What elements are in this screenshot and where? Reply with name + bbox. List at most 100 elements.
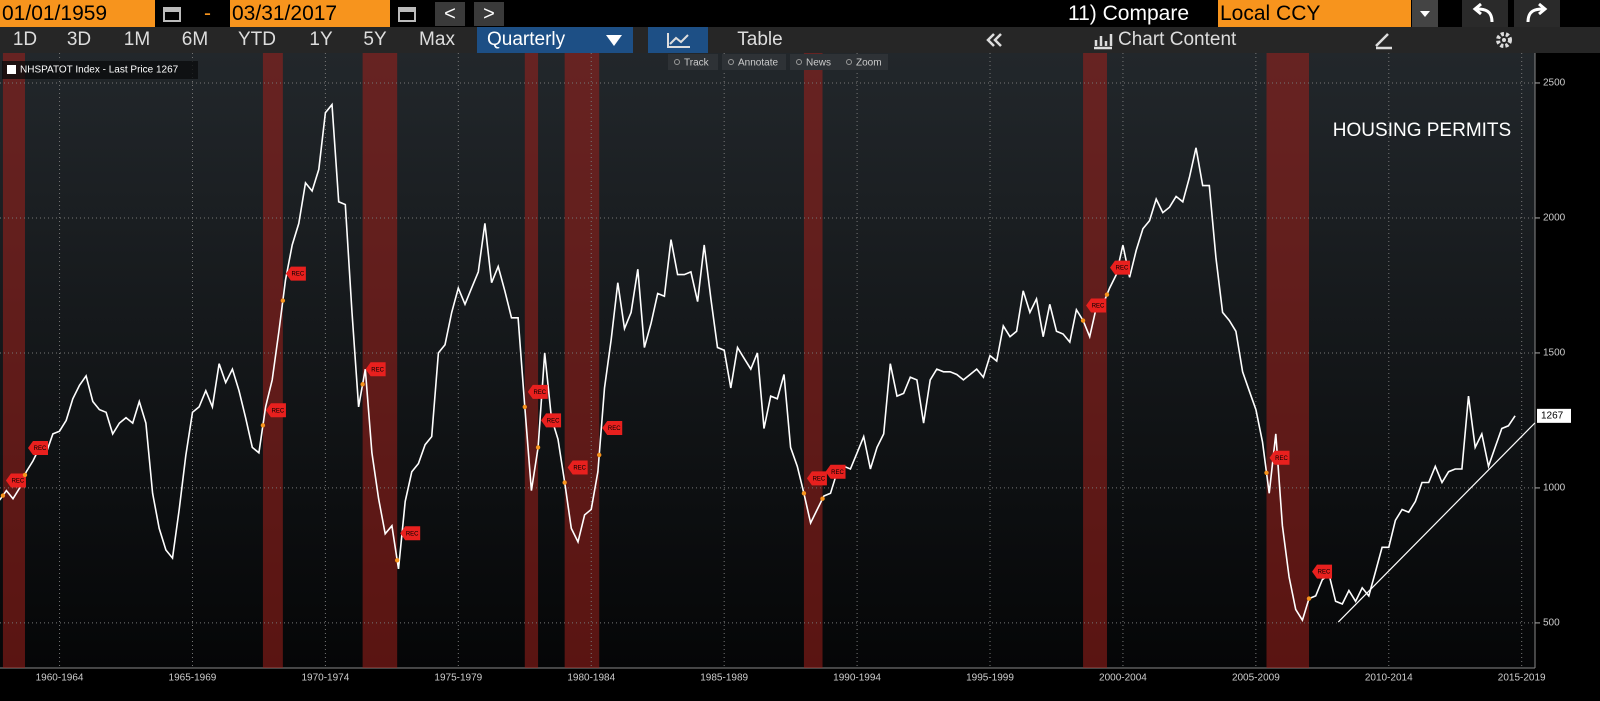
settings-icon[interactable] <box>1493 30 1515 50</box>
rec-tag-label: REC <box>547 419 560 425</box>
tool-icon <box>728 59 734 65</box>
y-tick-label: 2500 <box>1543 78 1566 89</box>
rec-tag-shape <box>1312 564 1333 579</box>
recession-point <box>394 558 400 563</box>
recession-band <box>524 53 539 668</box>
rec-tag: REC <box>806 471 827 486</box>
dropdown-arrow[interactable] <box>1412 0 1438 27</box>
rec-tag-label: REC <box>12 479 25 485</box>
collapse-icon[interactable] <box>980 27 1008 53</box>
rec-tag: REC <box>265 403 286 418</box>
rec-tag-shape <box>285 266 306 281</box>
rec-tag: REC <box>527 384 548 399</box>
edit-icon[interactable] <box>1372 30 1396 50</box>
rec-tag-label: REC <box>292 272 305 278</box>
period-tab[interactable]: 1M <box>123 29 151 50</box>
undo-redo[interactable] <box>1462 0 1562 27</box>
legend-swatch <box>7 65 16 74</box>
x-tick-label: 2015-2019 <box>1498 673 1546 684</box>
recession-point <box>562 480 567 485</box>
tool-label[interactable]: News <box>806 58 831 69</box>
tool-icon <box>796 59 802 65</box>
tool-label[interactable]: Track <box>684 58 710 69</box>
annotation: HOUSING PERMITS <box>1333 120 1511 141</box>
start-date[interactable]: 01/01/1959 <box>0 0 155 27</box>
recession-point <box>1080 318 1086 323</box>
tool-label[interactable]: Annotate <box>738 58 778 69</box>
rec-tag: REC <box>285 266 306 281</box>
currency-select[interactable]: Local CCY <box>1218 0 1411 27</box>
chart-content-icon <box>1094 34 1113 50</box>
period-tab[interactable]: 6M <box>181 29 209 50</box>
price-line <box>0 102 1516 623</box>
frequency-select[interactable]: Quarterly <box>477 27 633 53</box>
chart-view-button[interactable] <box>648 27 708 53</box>
rec-tag: REC <box>1086 298 1107 313</box>
y-tick-label: 1500 <box>1543 348 1566 359</box>
recession-point <box>1306 596 1312 601</box>
calendar-icon[interactable] <box>395 3 419 24</box>
last-price-label: 1267 <box>1541 410 1564 421</box>
rec-tag: REC <box>1312 564 1333 579</box>
rec-tag: REC <box>27 440 48 455</box>
trend-line <box>1337 422 1536 623</box>
compare-button[interactable]: 11) Compare <box>1068 2 1189 25</box>
rec-tag-label: REC <box>1318 570 1331 576</box>
x-tick-label: 2010-2014 <box>1365 673 1413 684</box>
rec-tag: REC <box>1109 260 1130 275</box>
x-tick-label: 1995-1999 <box>966 673 1014 684</box>
x-tick-label: 1965-1969 <box>169 673 217 684</box>
tool-button[interactable] <box>840 54 888 70</box>
period-tab[interactable]: 1D <box>12 29 38 50</box>
frequency-arrow <box>606 35 622 46</box>
rec-tag-label: REC <box>34 446 47 452</box>
rec-tag-shape <box>265 403 286 418</box>
recession-point <box>820 496 825 501</box>
rec-tag-label: REC <box>831 470 844 476</box>
period-tab[interactable]: YTD <box>238 29 276 50</box>
tool-button[interactable] <box>668 54 718 70</box>
y-tick-label: 2000 <box>1543 213 1566 224</box>
recession-band <box>803 53 823 668</box>
recession-point <box>22 472 28 478</box>
period-tab[interactable]: 1Y <box>309 29 333 50</box>
date-separator: - <box>204 2 211 25</box>
y-tick-label: 1000 <box>1543 483 1566 494</box>
tool-icon <box>674 59 680 65</box>
prev-button[interactable]: < <box>435 2 465 26</box>
recession-point <box>1104 292 1110 297</box>
x-tick-label: 1960-1964 <box>36 673 84 684</box>
last-price-box <box>1537 408 1571 423</box>
rec-tag: REC <box>365 362 386 377</box>
rec-tag-label: REC <box>573 466 586 472</box>
rec-tag-label: REC <box>1116 266 1129 272</box>
rec-tag-shape <box>825 464 846 479</box>
rec-tag-shape <box>806 471 827 486</box>
period-tab[interactable]: 5Y <box>363 29 387 50</box>
rec-tag-shape <box>567 460 588 475</box>
recession-point <box>360 382 365 387</box>
rec-tag-shape <box>1269 450 1290 465</box>
calendar-icon[interactable] <box>160 3 184 24</box>
rec-tag: REC <box>541 413 562 428</box>
rec-tag-shape <box>1086 298 1107 313</box>
chart: 500 1000 1500 2000 2500 1960-1964 1965-1969 197… <box>0 53 1600 701</box>
next-button[interactable]: > <box>474 2 504 26</box>
period-tab[interactable]: 3D <box>66 29 92 50</box>
rec-tag-label: REC <box>371 367 384 373</box>
tool-button[interactable] <box>722 54 786 70</box>
tool-label[interactable]: Zoom <box>856 58 882 69</box>
legend-label: NHSPATOT Index - Last Price 1267 <box>20 65 179 76</box>
rec-tag-shape <box>365 362 386 377</box>
period-tab[interactable]: Max <box>419 29 455 50</box>
tool-button[interactable] <box>790 54 840 70</box>
axis-background <box>1535 53 1600 701</box>
chart-content-button[interactable]: Chart Content <box>1118 29 1237 50</box>
recession-point <box>0 493 6 498</box>
recession-point <box>280 298 286 303</box>
end-date[interactable]: 03/31/2017 <box>230 0 390 27</box>
recession-point <box>597 452 602 458</box>
y-tick-label: 500 <box>1543 618 1560 629</box>
table-tab[interactable]: Table <box>737 29 783 50</box>
x-tick-label: 1970-1974 <box>301 673 349 684</box>
